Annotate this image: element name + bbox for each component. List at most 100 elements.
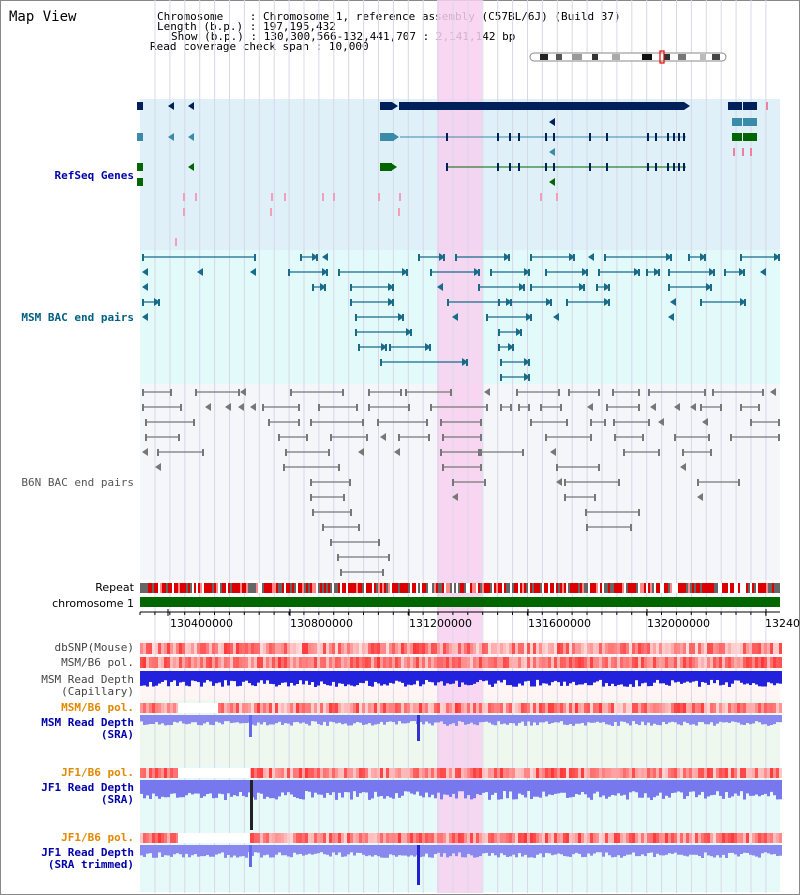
bac-end-arrow: [312, 253, 318, 261]
dbsnp-cell: [443, 643, 446, 654]
track-label-msm-depth-sra-1[interactable]: MSM Read Depth: [41, 716, 134, 729]
msm-sra-depth-bar: [545, 715, 548, 722]
jf1-pol2-cell: [284, 833, 287, 843]
track-label-jf1-b6-pol2[interactable]: JF1/B6 pol.: [61, 831, 134, 844]
track-label-jf1-depth-sra-1[interactable]: JF1 Read Depth: [41, 781, 134, 794]
msm-sra-depth-bar: [341, 715, 344, 725]
dbsnp-cell: [512, 643, 515, 654]
gene-exon: [553, 133, 555, 141]
depth-spike: [417, 845, 420, 885]
msm-cap-depth-bar: [335, 671, 338, 687]
repeat-element: [656, 583, 658, 593]
jf1-pol2-cell: [671, 833, 674, 843]
msm-sra-depth-bar: [497, 715, 500, 722]
track-label-dbsnp[interactable]: dbSNP(Mouse): [54, 641, 134, 654]
jf1-pol2-cell: [716, 833, 719, 843]
msm-pol2-cell: [533, 703, 536, 713]
track-label-jf1-depth-trim-1[interactable]: JF1 Read Depth: [41, 846, 134, 859]
msm-pol2-cell: [602, 703, 605, 713]
jf1-pol2-cell: [590, 833, 593, 843]
jf1-sra-depth-bar: [650, 780, 653, 800]
track-label-msm-bac[interactable]: MSM BAC end pairs: [21, 311, 134, 324]
msm-pol2-cell: [392, 703, 395, 713]
msm-pol-cell: [692, 657, 695, 668]
msm-pol-cell: [758, 657, 761, 668]
dbsnp-cell: [395, 643, 398, 654]
length-info-row: Length (b.p.) : 197,195,432: [157, 20, 336, 33]
track-label-msm-b6-pol[interactable]: MSM/B6 pol.: [61, 656, 134, 669]
bac-end: [298, 404, 300, 411]
msm-pol2-cell: [458, 703, 461, 713]
track-label-b6n-bac[interactable]: B6N BAC end pairs: [21, 476, 134, 489]
jf1-pol2-cell: [773, 833, 776, 843]
msm-sra-depth-bar: [143, 715, 146, 725]
msm-pol-cell: [491, 657, 494, 668]
jf1-trim-depth-bar: [728, 845, 731, 853]
msm-pol2-cell: [440, 703, 443, 713]
jf1-sra-depth-bar: [293, 780, 296, 797]
dbsnp-cell: [593, 643, 596, 654]
msm-cap-depth-bar: [521, 671, 524, 686]
msm-cap-depth-bar: [374, 671, 377, 682]
bac-end: [623, 449, 625, 456]
repeat-element: [702, 583, 704, 593]
jf1-sra-depth-bar: [689, 780, 692, 792]
msm-pol-cell: [242, 657, 245, 668]
jf1-trim-depth-bar: [707, 845, 710, 856]
msm-cap-depth-bar: [590, 671, 593, 686]
track-label-refseq[interactable]: RefSeq Genes: [54, 169, 134, 182]
msm-cap-depth-bar: [737, 671, 740, 681]
msm-pol2-cell: [575, 703, 578, 713]
msm-cap-depth-bar: [293, 671, 296, 686]
jf1-sra-depth-bar: [734, 780, 737, 794]
track-label-msm-b6-pol2[interactable]: MSM/B6 pol.: [61, 701, 134, 714]
msm-pol-cell: [461, 657, 464, 668]
repeat-element: [662, 583, 664, 593]
jf1-sra-depth-bar: [557, 780, 560, 794]
msm-pol2-cell: [776, 703, 779, 713]
jf1-pol2-cell: [638, 833, 641, 843]
bac-end: [328, 449, 330, 456]
snp-mark: [183, 208, 185, 216]
bac-end: [668, 284, 670, 291]
msm-pol2-cell: [455, 703, 458, 713]
bac-end-arrow: [358, 448, 364, 456]
jf1-sra-depth-bar: [209, 780, 212, 794]
ideogram-position-marker: [659, 50, 665, 64]
track-label-msm-depth-cap-1[interactable]: MSM Read Depth: [41, 673, 134, 686]
jf1-pol-cell: [698, 768, 701, 778]
dbsnp-cell: [146, 643, 149, 654]
gene-exon: [518, 133, 520, 141]
msm-pol2-cell: [605, 703, 608, 713]
dbsnp-cell: [164, 643, 167, 654]
msm-cap-depth-bar: [215, 671, 218, 684]
jf1-trim-depth-bar: [284, 845, 287, 856]
jf1-pol-cell: [470, 768, 473, 778]
jf1-sra-depth-bar: [314, 780, 317, 793]
msm-cap-depth-bar: [551, 671, 554, 683]
msm-pol-cell: [260, 657, 263, 668]
msm-pol2-cell: [629, 703, 632, 713]
msm-pol-cell: [227, 657, 230, 668]
msm-pol-cell: [320, 657, 323, 668]
bac-end: [564, 479, 566, 486]
msm-cap-depth-bar: [497, 671, 500, 681]
bac-end: [355, 314, 357, 321]
dbsnp-cell: [500, 643, 503, 654]
jf1-pol-cell: [347, 768, 350, 778]
msm-cap-depth-bar: [554, 671, 557, 681]
jf1-pol-cell: [368, 768, 371, 778]
msm-pol2-cell: [368, 703, 371, 713]
msm-sra-depth-bar: [599, 715, 602, 723]
msm-sra-depth-bar: [764, 715, 767, 725]
track-label-jf1-b6-pol[interactable]: JF1/B6 pol.: [61, 766, 134, 779]
msm-pol-cell: [245, 657, 248, 668]
jf1-sra-depth-bar: [659, 780, 662, 793]
msm-pol-cell: [698, 657, 701, 668]
jf1-sra-depth-bar: [653, 780, 656, 798]
msm-pol-cell: [395, 657, 398, 668]
bac-end: [704, 389, 706, 396]
msm-pol2-cell: [155, 703, 158, 713]
msm-pol2-cell: [380, 703, 383, 713]
